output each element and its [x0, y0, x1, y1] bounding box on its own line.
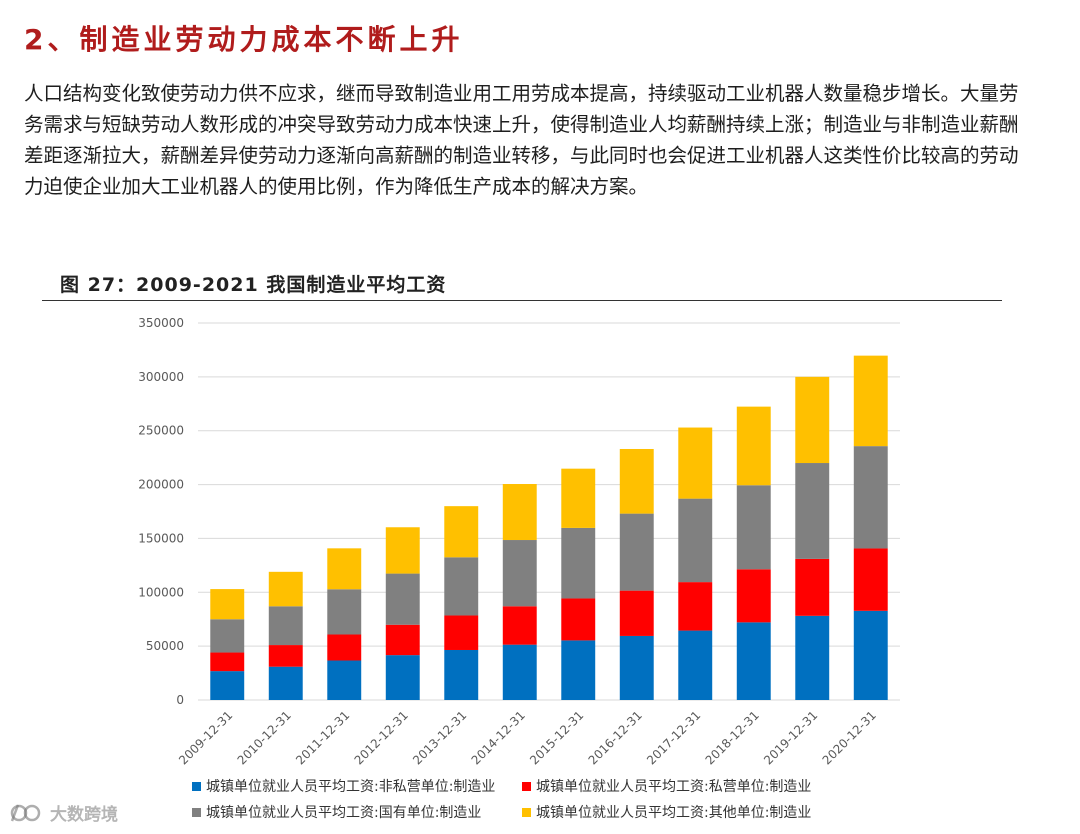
x-tick-label: 2017-12-31: [644, 708, 703, 767]
watermark-logo-icon: [10, 804, 41, 821]
legend-swatch: [192, 781, 201, 791]
legend-item: 城镇单位就业人员平均工资:国有单位:制造业: [192, 802, 522, 822]
figure-title: 图 27：2009-2021 我国制造业平均工资: [60, 274, 447, 296]
x-tick-label: 2014-12-31: [469, 708, 528, 767]
bar-segment-s3-2011-12-31: [327, 548, 362, 590]
x-axis-tick-labels: 2009-12-31 2010-12-31 2011-12-31 2012-12-31…: [176, 708, 879, 767]
bar-segment-s3-2012-12-31: [385, 527, 420, 574]
bar-segment-s2-2018-12-31: [736, 485, 771, 570]
x-tick-label: 2012-12-31: [352, 708, 411, 767]
x-tick-label: 2009-12-31: [176, 708, 235, 767]
bar-segment-s3-2018-12-31: [736, 406, 771, 486]
bar-segment-s0-2020-12-31: [853, 610, 888, 700]
bar-segment-s2-2017-12-31: [678, 498, 713, 583]
x-tick-label: 2010-12-31: [235, 708, 294, 767]
bar-segment-s2-2010-12-31: [268, 606, 303, 646]
bar-segment-s2-2011-12-31: [327, 589, 362, 635]
bar-segment-s0-2009-12-31: [210, 671, 245, 700]
legend-item: 城镇单位就业人员平均工资:私营单位:制造业: [522, 776, 852, 796]
legend-label: 城镇单位就业人员平均工资:私营单位:制造业: [536, 779, 812, 795]
bar-segment-s0-2010-12-31: [268, 666, 303, 700]
bar-segment-s0-2018-12-31: [736, 622, 771, 700]
watermark: 大数跨境: [10, 800, 118, 825]
y-tick-label: 200000: [138, 478, 184, 492]
x-tick-label: 2019-12-31: [761, 708, 820, 767]
y-tick-label: 150000: [138, 531, 184, 545]
figure-title-rule: [42, 300, 1002, 301]
bar-segment-s0-2011-12-31: [327, 660, 362, 700]
bar-segment-s2-2020-12-31: [853, 446, 888, 549]
bar-segment-s1-2013-12-31: [444, 615, 479, 650]
bar-segment-s0-2014-12-31: [502, 644, 537, 700]
bar-segment-s3-2009-12-31: [210, 589, 245, 620]
bar-segment-s1-2015-12-31: [561, 598, 596, 641]
y-tick-label: 0: [176, 693, 184, 707]
bar-segment-s0-2013-12-31: [444, 649, 479, 700]
bar-segment-s0-2019-12-31: [795, 615, 830, 700]
bar-segment-s3-2014-12-31: [502, 484, 537, 541]
bar-segment-s3-2017-12-31: [678, 427, 713, 499]
legend-swatch: [522, 807, 531, 817]
bar-segment-s1-2019-12-31: [795, 558, 830, 616]
legend-swatch: [522, 781, 531, 791]
legend-item: 城镇单位就业人员平均工资:其他单位:制造业: [522, 802, 852, 822]
chart-legend: 城镇单位就业人员平均工资:非私营单位:制造业 城镇单位就业人员平均工资:私营单位:…: [192, 776, 872, 822]
y-tick-label: 300000: [138, 370, 184, 384]
bar-segment-s3-2016-12-31: [619, 448, 654, 514]
chart-gridlines: [198, 322, 900, 701]
bar-segment-s2-2014-12-31: [502, 540, 537, 607]
bar-segment-s3-2013-12-31: [444, 506, 479, 558]
x-tick-label: 2015-12-31: [527, 708, 586, 767]
bar-segment-s1-2011-12-31: [327, 634, 362, 661]
bar-segment-s0-2017-12-31: [678, 630, 713, 700]
bar-segment-s1-2018-12-31: [736, 569, 771, 623]
bar-segment-s1-2010-12-31: [268, 645, 303, 667]
bar-segment-s2-2013-12-31: [444, 557, 479, 616]
x-tick-label: 2013-12-31: [410, 708, 469, 767]
legend-label: 城镇单位就业人员平均工资:国有单位:制造业: [206, 805, 482, 821]
bar-segment-s2-2009-12-31: [210, 619, 245, 653]
bar-segment-s2-2012-12-31: [385, 573, 420, 625]
y-tick-label: 50000: [146, 639, 184, 653]
bar-segment-s3-2020-12-31: [853, 355, 888, 447]
bar-segment-s3-2019-12-31: [795, 376, 830, 464]
x-tick-label: 2011-12-31: [293, 708, 352, 767]
watermark-text: 大数跨境: [50, 805, 118, 825]
bar-segment-s2-2019-12-31: [795, 463, 830, 559]
y-axis-tick-labels: 0 50000 100000 150000 200000 250000 300000 3500…: [138, 316, 184, 707]
body-paragraph: 人口结构变化致使劳动力供不应求，继而导致制造业用工用劳成本提高，持续驱动工业机器…: [24, 82, 1019, 198]
bar-segment-s1-2012-12-31: [385, 624, 420, 656]
bar-segment-s1-2017-12-31: [678, 582, 713, 631]
bar-segment-s1-2016-12-31: [619, 590, 654, 636]
bar-segment-s2-2016-12-31: [619, 513, 654, 591]
bar-segment-s3-2010-12-31: [268, 571, 303, 607]
legend-swatch: [192, 807, 201, 817]
bar-segment-s1-2009-12-31: [210, 652, 245, 672]
x-tick-label: 2018-12-31: [703, 708, 762, 767]
bar-segment-s0-2016-12-31: [619, 635, 654, 700]
bar-segment-s0-2015-12-31: [561, 640, 596, 700]
x-tick-label: 2020-12-31: [820, 708, 879, 767]
y-tick-label: 350000: [138, 316, 184, 330]
x-tick-label: 2016-12-31: [586, 708, 645, 767]
bar-segment-s2-2015-12-31: [561, 527, 596, 599]
legend-label: 城镇单位就业人员平均工资:其他单位:制造业: [536, 805, 812, 821]
section-heading: 2、制造业劳动力成本不断上升: [24, 23, 464, 56]
bar-segment-s0-2012-12-31: [385, 655, 420, 700]
legend-item: 城镇单位就业人员平均工资:非私营单位:制造业: [192, 776, 522, 796]
legend-label: 城镇单位就业人员平均工资:非私营单位:制造业: [206, 779, 496, 795]
y-tick-label: 250000: [138, 424, 184, 438]
bar-segment-s1-2014-12-31: [502, 606, 537, 645]
y-tick-label: 100000: [138, 585, 184, 599]
chart-bars: [210, 355, 888, 700]
bar-segment-s3-2015-12-31: [561, 468, 596, 528]
bar-segment-s1-2020-12-31: [853, 548, 888, 611]
